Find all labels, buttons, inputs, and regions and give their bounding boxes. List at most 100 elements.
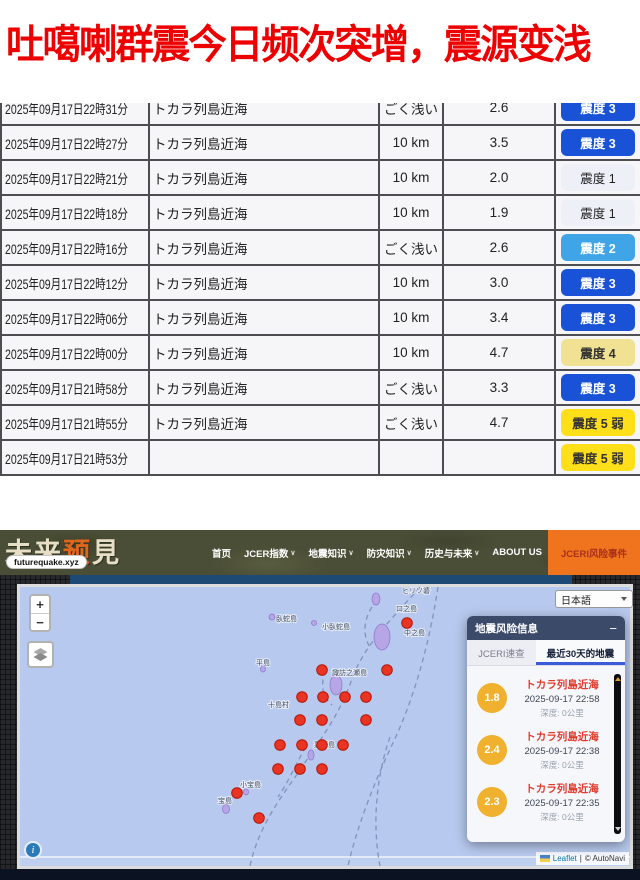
island-label: 口之島 [396, 604, 417, 613]
quake-depth-cell: 10 km [378, 124, 444, 161]
quake-time-cell: 2025年09月17日22時18分 [0, 194, 150, 231]
quake-row: 2025年09月17日22時31分 トカラ列島近海 ごく浅い 2.6 震度 3 [0, 103, 640, 126]
leaflet-flag-icon [539, 855, 550, 862]
nav-jcer-index[interactable]: JCER指数 ∨ [244, 546, 295, 560]
quake-time: 2025-09-17 22:38 [524, 746, 600, 757]
quake-location-cell: トカラ列島近海 [148, 194, 380, 231]
quake-time-cell: 2025年09月17日22時21分 [0, 159, 150, 196]
map-zoom-in-button[interactable]: + [31, 596, 49, 613]
tab-jceri-lookup[interactable]: JCERI速查 [478, 648, 525, 660]
boundary-dashed-line [347, 587, 439, 866]
quake-location-cell: トカラ列島近海 [148, 264, 380, 301]
scroll-down-icon [614, 827, 621, 831]
intensity-badge: 震度 3 [561, 103, 635, 121]
epicenter-marker [316, 714, 328, 726]
nav-home[interactable]: 首页 [212, 546, 231, 560]
map-zone: ヒリソ碆口之島中之島臥蛇島小臥蛇島平島諏訪之瀬島十島村悪石島小宝島宝島 + − … [0, 575, 640, 880]
main-nav: 首页 JCER指数 ∨ 地震知识 ∨ 防灾知识 ∨ 历史与未来 ∨ ABOUT US [212, 530, 542, 575]
layers-icon [33, 648, 48, 661]
risk-panel-header: 地震风险信息 − [467, 616, 625, 640]
island-shape [311, 620, 317, 626]
island-label: 平島 [256, 658, 270, 667]
island-shape [268, 613, 276, 621]
epicenter-marker [401, 617, 413, 629]
quake-magnitude-cell [442, 439, 556, 476]
quake-magnitude-cell: 4.7 [442, 404, 556, 441]
language-select-value: 日本語 [561, 595, 591, 607]
magnitude-badge: 2.3 [477, 787, 507, 817]
quake-magnitude-cell: 3.4 [442, 299, 556, 336]
quake-location-cell: トカラ列島近海 [148, 334, 380, 371]
leaflet-link[interactable]: Leaflet [552, 854, 577, 863]
quake-intensity-cell: 震度 3 [554, 369, 640, 406]
quake-magnitude-cell: 3.5 [442, 124, 556, 161]
quake-intensity-cell: 震度 2 [554, 229, 640, 266]
quake-time-cell: 2025年09月17日21時53分 [0, 439, 150, 476]
island-label: 小宝島 [240, 780, 261, 789]
nav-label: 首页 [211, 548, 231, 560]
language-select[interactable]: 日本語 [555, 590, 633, 608]
island-shape [260, 665, 266, 673]
quake-table-section: 2025年09月17日22時31分 トカラ列島近海 ごく浅い 2.6 震度 3 2025年… [0, 103, 640, 497]
epicenter-marker [294, 714, 306, 726]
island-shape [371, 592, 381, 606]
epicenter-marker [294, 763, 306, 775]
island-shape [243, 788, 249, 796]
nav-earthquake-knowledge[interactable]: 地震知识 ∨ [308, 546, 353, 560]
quake-time: 2025-09-17 22:35 [524, 798, 600, 809]
quake-depth-cell [378, 439, 444, 476]
magnitude-badge: 2.4 [477, 735, 507, 765]
quake-time: 2025年09月17日22時18分 [5, 206, 128, 222]
nav-history-future[interactable]: 历史与未来 ∨ [425, 546, 480, 560]
chevron-down-icon: ∨ [348, 549, 354, 557]
quake-intensity-cell: 震度 1 [554, 194, 640, 231]
quake-list-item[interactable]: 2.3 トカラ列島近海 2025-09-17 22:35 深度: 0公里 [475, 776, 609, 828]
quake-time-cell: 2025年09月17日22時27分 [0, 124, 150, 161]
quake-table-body: 2025年09月17日22時31分 トカラ列島近海 ごく浅い 2.6 震度 3 2025年… [0, 103, 640, 476]
epicenter-marker [339, 691, 351, 703]
epicenter-marker [253, 812, 265, 824]
quake-location-cell: トカラ列島近海 [148, 124, 380, 161]
quake-intensity-cell: 震度 5 弱 [554, 439, 640, 476]
panel-scrollbar[interactable] [614, 674, 621, 834]
quake-depth-cell: ごく浅い [378, 369, 444, 406]
bottom-strip [0, 869, 640, 880]
nav-label: JCER指数 [243, 548, 289, 560]
quake-magnitude-cell: 2.6 [442, 229, 556, 266]
epicenter-marker [272, 763, 284, 775]
tab-recent-30-days[interactable]: 最近30天的地震 [535, 640, 625, 665]
intensity-badge: 震度 3 [561, 269, 635, 296]
intensity-badge: 震度 5 弱 [561, 444, 635, 471]
leaflet-map[interactable]: ヒリソ碆口之島中之島臥蛇島小臥蛇島平島諏訪之瀬島十島村悪石島小宝島宝島 + − … [17, 584, 633, 869]
quake-depth-cell: 10 km [378, 299, 444, 336]
map-attribution-toggle[interactable]: i [24, 841, 42, 859]
island-shape [329, 674, 343, 696]
quake-list-item[interactable]: 2.4 トカラ列島近海 2025-09-17 22:38 深度: 0公里 [475, 724, 609, 776]
map-zoom-out-button[interactable]: − [31, 613, 49, 630]
quake-time: 2025年09月17日22時27分 [5, 136, 128, 152]
quake-magnitude-cell: 2.6 [442, 103, 556, 126]
risk-panel-tabs: JCERI速查 最近30天的地震 [467, 640, 625, 666]
panel-collapse-button[interactable]: − [609, 620, 617, 636]
nav-disaster-prevention[interactable]: 防灾知识 ∨ [367, 546, 412, 560]
chevron-down-icon: ∨ [290, 549, 296, 557]
quake-row: 2025年09月17日22時12分 トカラ列島近海 10 km 3.0 震度 3 [0, 264, 640, 301]
quake-intensity-cell: 震度 4 [554, 334, 640, 371]
jceri-risk-events-button[interactable]: JCERI风险事件 [548, 530, 640, 575]
nav-about-us[interactable]: ABOUT US [492, 547, 542, 558]
island-shape [307, 749, 315, 761]
intensity-badge: 震度 2 [561, 234, 635, 261]
boundary-dashed-line [277, 746, 307, 798]
boundary-dashed-line [249, 587, 421, 866]
quake-time-cell: 2025年09月17日21時55分 [0, 404, 150, 441]
map-layers-control[interactable] [27, 641, 54, 668]
quake-location-cell: トカラ列島近海 [148, 404, 380, 441]
quake-magnitude-cell: 1.9 [442, 194, 556, 231]
quake-time-cell: 2025年09月17日22時06分 [0, 299, 150, 336]
epicenter-marker [317, 691, 329, 703]
island-shape [222, 804, 230, 814]
quake-list-item[interactable]: 1.8 トカラ列島近海 2025-09-17 22:58 深度: 0公里 [475, 672, 609, 724]
quake-magnitude-cell: 3.3 [442, 369, 556, 406]
quake-time: 2025年09月17日22時00分 [5, 346, 128, 362]
quake-meta: トカラ列島近海 2025-09-17 22:35 深度: 0公里 [515, 781, 609, 823]
